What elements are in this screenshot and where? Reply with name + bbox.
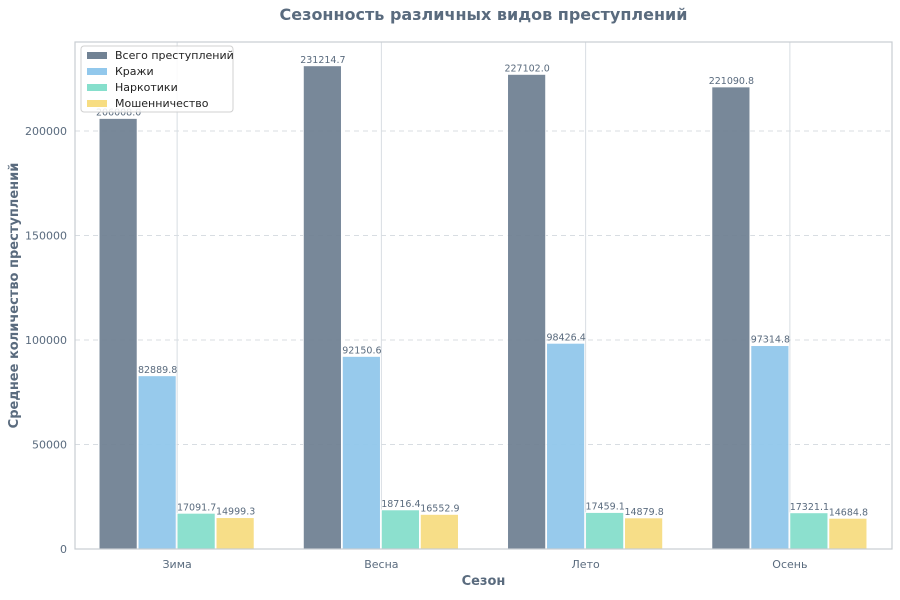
bar-2 — [585, 512, 625, 550]
bar-2 — [380, 509, 420, 550]
legend-swatch-2 — [87, 84, 107, 91]
data-label: 17459.1 — [585, 502, 624, 513]
x-tick-label: Осень — [772, 558, 807, 571]
chart-title: Сезонность различных видов преступлений — [280, 5, 688, 24]
data-label: 14879.8 — [624, 507, 663, 518]
bar-1 — [546, 342, 586, 550]
y-tick-label: 150000 — [25, 230, 67, 243]
data-label: 227102.0 — [504, 63, 549, 74]
data-label: 18716.4 — [381, 499, 420, 510]
legend-label: Мошенничество — [115, 97, 209, 110]
legend-label: Наркотики — [115, 81, 178, 94]
x-tick-label: Зима — [163, 558, 192, 571]
bar-1 — [750, 345, 790, 550]
bar-2 — [789, 512, 829, 550]
data-label: 221090.8 — [709, 76, 754, 87]
legend-label: Кражи — [115, 65, 154, 78]
bar-1 — [341, 356, 381, 550]
x-tick-label: Лето — [572, 558, 600, 571]
data-label: 14684.8 — [829, 507, 868, 518]
bar-0 — [507, 73, 547, 550]
bar-1 — [137, 375, 177, 550]
legend — [80, 45, 234, 113]
bar-0 — [711, 86, 751, 550]
x-tick-label: Весна — [364, 558, 398, 571]
bar-0 — [98, 118, 138, 550]
x-axis-label: Сезон — [462, 574, 506, 589]
data-label: 17091.7 — [177, 502, 216, 513]
bar-3 — [624, 517, 664, 550]
y-tick-label: 100000 — [25, 334, 67, 347]
legend-swatch-1 — [87, 68, 107, 75]
bar-3 — [419, 514, 459, 550]
data-label: 14999.3 — [216, 507, 255, 518]
bar-2 — [176, 512, 216, 550]
data-label: 92150.6 — [342, 345, 381, 356]
plot-frame — [74, 41, 893, 550]
data-label: 17321.1 — [790, 502, 829, 513]
legend-swatch-3 — [87, 100, 107, 107]
bar-3 — [215, 517, 255, 550]
data-label: 82889.8 — [138, 365, 177, 376]
y-axis-label: Среднее количество преступлений — [7, 163, 22, 429]
y-tick-label: 50000 — [32, 439, 67, 452]
data-label: 97314.8 — [751, 335, 790, 346]
data-label: 16552.9 — [420, 503, 459, 514]
y-tick-label: 200000 — [25, 125, 67, 138]
data-label: 231214.7 — [300, 55, 345, 66]
data-label: 98426.4 — [546, 332, 585, 343]
data-label: 206008.0 — [96, 107, 141, 118]
bar-3 — [828, 517, 868, 550]
legend-swatch-0 — [87, 52, 107, 59]
y-tick-label: 0 — [60, 543, 67, 556]
legend-label: Всего преступлений — [115, 49, 234, 62]
bar-0 — [302, 65, 342, 550]
